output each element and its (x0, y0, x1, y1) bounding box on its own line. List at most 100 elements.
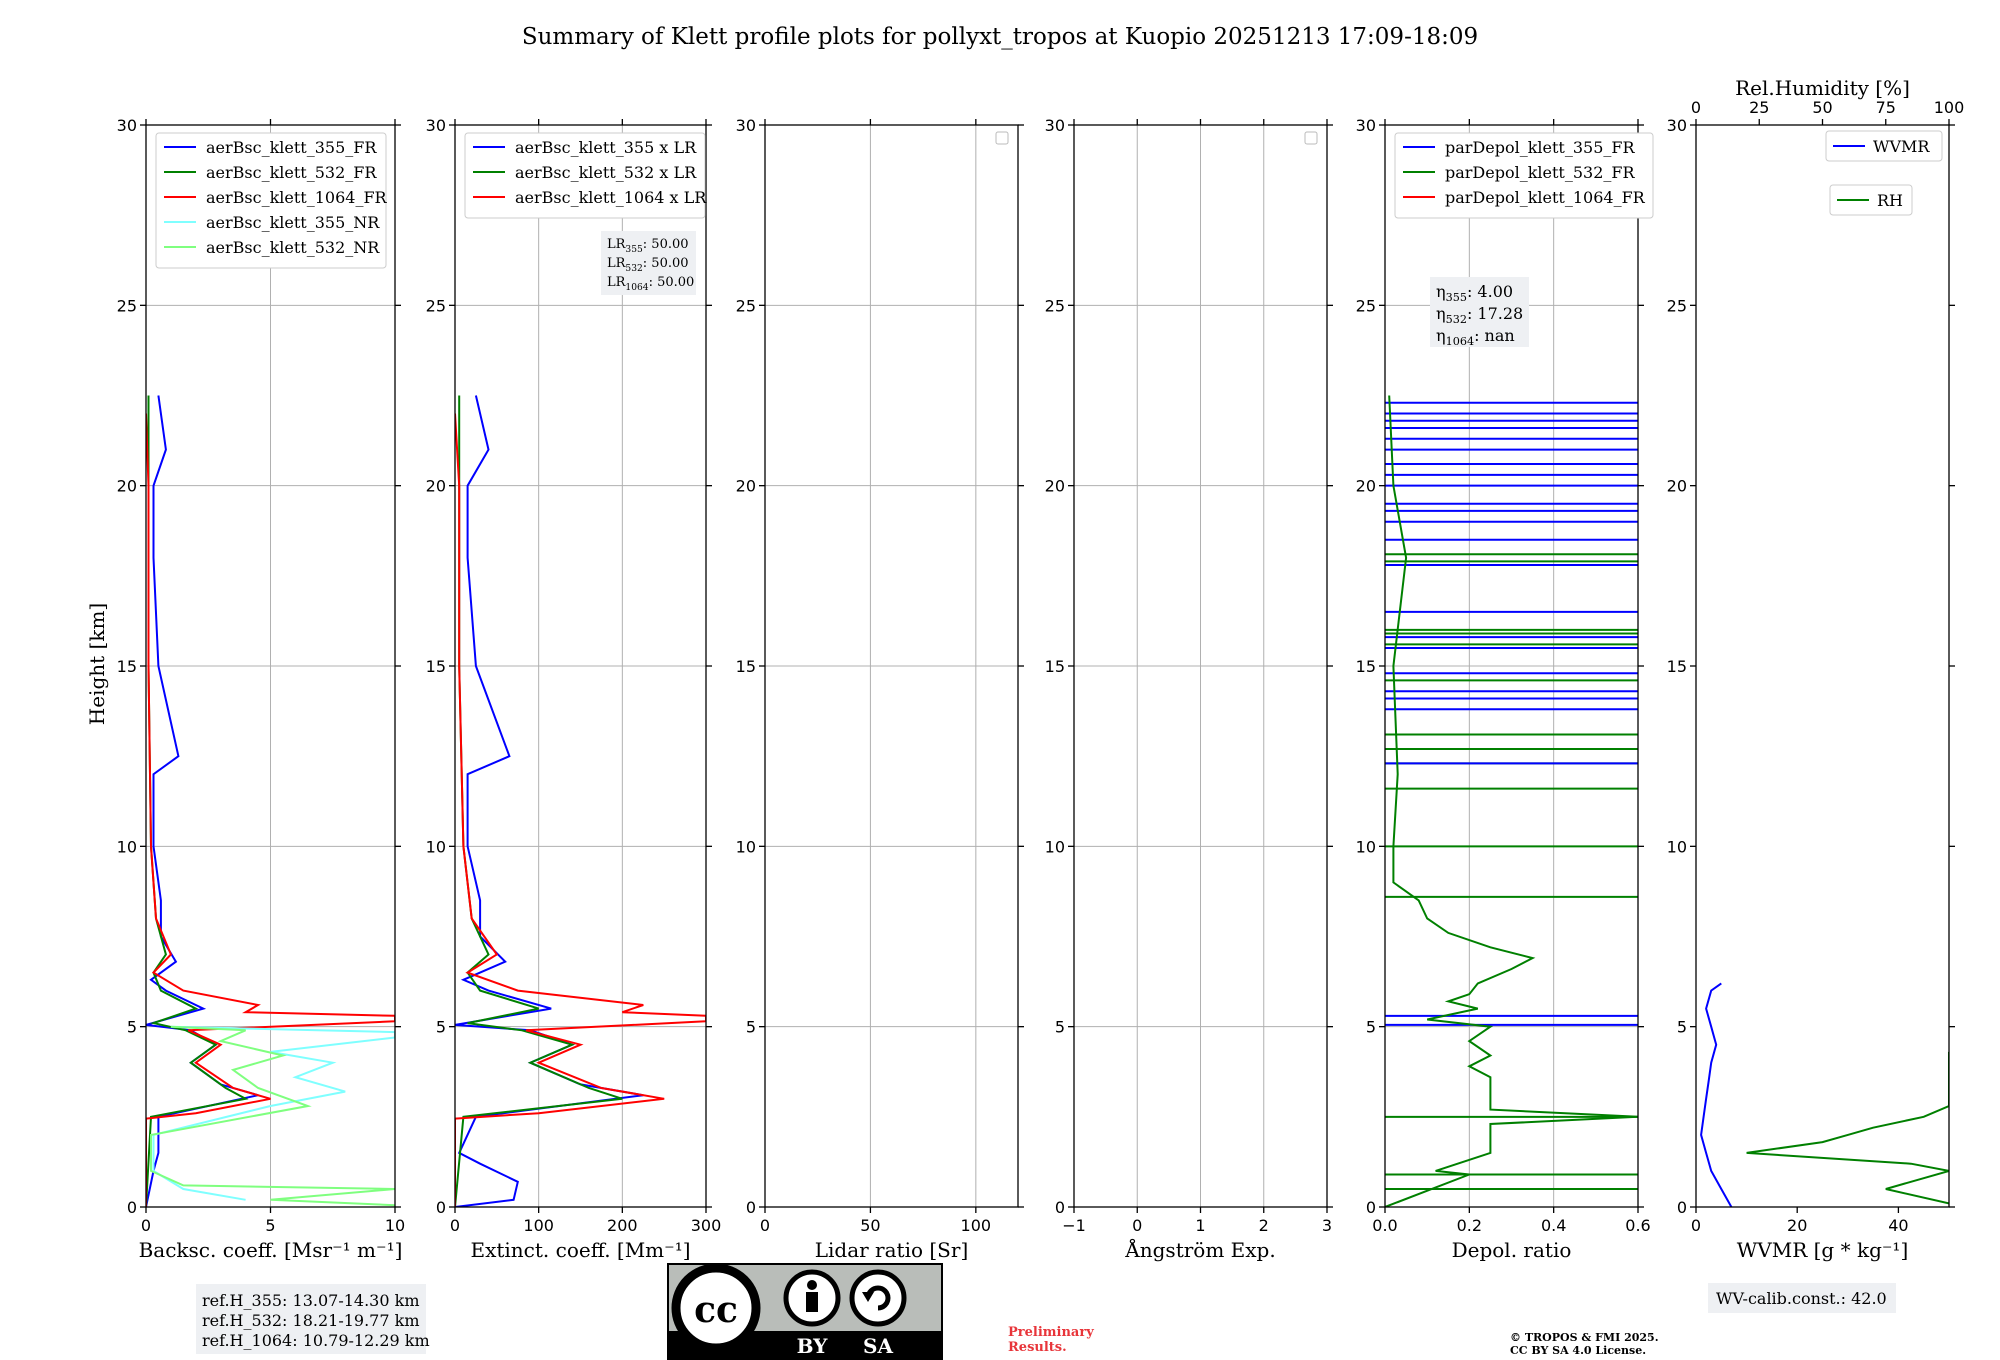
wv-calib-text: WV-calib.const.: 42.0 (1716, 1289, 1887, 1308)
x-axis-label-extinction: Extinct. coeff. [Mm⁻¹] (470, 1238, 690, 1262)
top-axis-label: Rel.Humidity [%] (1735, 76, 1910, 100)
y-tick-label: 30 (1045, 116, 1065, 135)
y-tick-label: 25 (1667, 296, 1687, 315)
reference-height-box: ref.H_355: 13.07-14.30 km ref.H_532: 18.… (196, 1284, 430, 1354)
legend-label: aerBsc_klett_355 x LR (515, 138, 697, 157)
panel-depolarization: 0 5 10 15 20 25 30 0.0 0.2 0.4 0.6 Depol. ratio parD… (1356, 116, 1654, 1262)
x-tick-label: 0 (760, 1216, 770, 1235)
y-tick-label: 5 (1677, 1018, 1687, 1037)
y-tick-label: 30 (426, 116, 446, 135)
x-tick-label: 5 (265, 1216, 275, 1235)
y-tick-label: 20 (736, 477, 756, 496)
x-tick-label: 20 (1787, 1216, 1807, 1235)
copyright-line-2: CC BY SA 4.0 License. (1510, 1344, 1646, 1357)
legend-depolarization: parDepol_klett_355_FR parDepol_klett_532_… (1394, 132, 1654, 219)
legend-label: parDepol_klett_355_FR (1445, 138, 1636, 157)
legend-extinction: aerBsc_klett_355 x LR aerBsc_klett_532 x … (464, 132, 707, 219)
y-tick-label: 15 (736, 657, 756, 676)
y-tick-label: 25 (1356, 296, 1376, 315)
series-line-RH (1746, 1051, 1949, 1205)
y-tick-label: 25 (1045, 296, 1065, 315)
panel-backscatter: 0 5 10 15 20 25 30 0 5 10 Backsc. coeff. [Msr⁻¹ m⁻… (117, 116, 406, 1262)
license-sa: SA (863, 1334, 893, 1358)
y-tick-label: 0 (436, 1198, 446, 1217)
y-tick-label: 30 (117, 116, 137, 135)
y-tick-label: 25 (426, 296, 446, 315)
x-tick-label: 300 (691, 1216, 722, 1235)
x-tick-label: 200 (607, 1216, 638, 1235)
legend-wvmr: WVMR (1825, 130, 1943, 162)
ref-height-532: ref.H_532: 18.21-19.77 km (202, 1311, 420, 1330)
wv-calib-box: WV-calib.const.: 42.0 (1708, 1283, 1896, 1313)
x-tick-label: 0 (141, 1216, 151, 1235)
y-tick-label: 30 (1356, 116, 1376, 135)
legend-label: aerBsc_klett_1064 x LR (515, 188, 707, 207)
legend-label: WVMR (1873, 137, 1930, 156)
series-line-WVMR (1700, 982, 1733, 1207)
cc-icon (671, 1263, 761, 1353)
y-tick-label: 20 (426, 477, 446, 496)
legend-label: aerBsc_klett_532 x LR (515, 163, 697, 182)
legend-label: RH (1877, 191, 1903, 210)
x-tick-label: 40 (1888, 1216, 1908, 1235)
series-line-aerBsc_klett_1064 x LR (455, 413, 706, 1207)
license-by: BY (797, 1334, 829, 1358)
annotation-line: η355: 4.00 (1436, 282, 1513, 304)
plot-area-wvmr (1700, 982, 1949, 1207)
x-tick-label: 1 (1195, 1216, 1205, 1235)
y-tick-label: 5 (127, 1018, 137, 1037)
x-axis-label-depolarization: Depol. ratio (1452, 1238, 1572, 1262)
y-tick-label: 20 (1667, 477, 1687, 496)
legend-label: aerBsc_klett_355_FR (206, 138, 377, 157)
plot-area-depolarization (1385, 395, 1638, 1207)
x-axis-label-backscatter: Backsc. coeff. [Msr⁻¹ m⁻¹] (139, 1238, 403, 1262)
y-axis-label: Height [km] (85, 603, 109, 725)
y-tick-label: 5 (436, 1018, 446, 1037)
series-line-parDepol_klett_532_FR (1385, 395, 1638, 1207)
ref-height-355: ref.H_355: 13.07-14.30 km (202, 1291, 420, 1310)
y-tick-label: 15 (1045, 657, 1065, 676)
legend-label: parDepol_klett_1064_FR (1445, 188, 1646, 207)
series-line-aerBsc_klett_532_NR (150, 1025, 395, 1207)
plot-area-extinction (455, 395, 706, 1207)
top-x-tick-label: 25 (1749, 98, 1769, 117)
panel-lidar-ratio: 0 5 10 15 20 25 30 0 50 100 Lidar ratio [Sr] (736, 116, 1024, 1262)
x-tick-label: 2 (1259, 1216, 1269, 1235)
y-tick-label: 25 (117, 296, 137, 315)
x-tick-label: 100 (961, 1216, 992, 1235)
x-tick-label: 100 (523, 1216, 554, 1235)
annotation-line: LR355: 50.00 (607, 237, 689, 255)
legend-label: aerBsc_klett_532_NR (206, 238, 380, 257)
y-tick-label: 20 (1356, 477, 1376, 496)
x-tick-label: 0.4 (1541, 1216, 1566, 1235)
legend-label: aerBsc_klett_355_NR (206, 213, 380, 232)
y-tick-label: 30 (1667, 116, 1687, 135)
x-tick-label: 0.6 (1625, 1216, 1650, 1235)
y-tick-label: 0 (746, 1198, 756, 1217)
y-tick-label: 25 (736, 296, 756, 315)
plot-area-backscatter (146, 395, 395, 1207)
figure-title: Summary of Klett profile plots for polly… (522, 24, 1478, 50)
x-tick-label: 0.0 (1372, 1216, 1397, 1235)
legend-label: aerBsc_klett_532_FR (206, 163, 377, 182)
annotation-line: LR1064: 50.00 (607, 275, 694, 293)
y-tick-label: 15 (117, 657, 137, 676)
y-tick-label: 0 (1366, 1198, 1376, 1217)
y-tick-label: 10 (426, 837, 446, 856)
x-axis-label-lidar-ratio: Lidar ratio [Sr] (815, 1238, 969, 1262)
x-axis-label-wvmr: WVMR [g * kg⁻¹] (1737, 1238, 1909, 1262)
y-tick-label: 0 (1055, 1198, 1065, 1217)
y-tick-label: 10 (117, 837, 137, 856)
share-alike-icon (849, 1269, 907, 1327)
series-line-aerBsc_klett_1064_FR (146, 413, 395, 1207)
y-tick-label: 10 (1045, 837, 1065, 856)
cc-text: cc (694, 1289, 738, 1331)
series-line-aerBsc_klett_355 x LR (455, 395, 644, 1207)
x-tick-label: 0 (450, 1216, 460, 1235)
top-x-tick-label: 50 (1812, 98, 1832, 117)
y-tick-label: 0 (1677, 1198, 1687, 1217)
